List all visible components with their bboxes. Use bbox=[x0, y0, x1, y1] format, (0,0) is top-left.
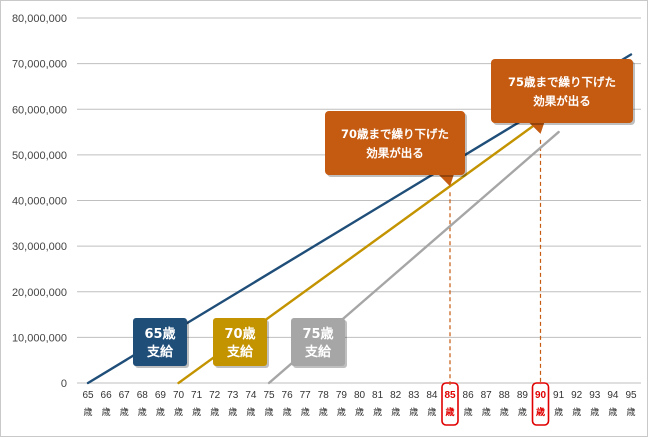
x-tick-unit: 歳 bbox=[626, 406, 635, 418]
x-tick-unit: 歳 bbox=[391, 406, 400, 418]
x-tick-label: 77 bbox=[300, 390, 312, 401]
x-tick-unit: 歳 bbox=[156, 406, 165, 418]
x-tick-label: 71 bbox=[191, 390, 203, 401]
y-tick-label: 50,000,000 bbox=[12, 150, 67, 162]
series-label-box bbox=[133, 318, 187, 366]
x-tick-label: 84 bbox=[426, 390, 438, 401]
x-tick-label: 70 bbox=[173, 390, 185, 401]
x-tick-label: 89 bbox=[517, 390, 529, 401]
y-tick-label: 30,000,000 bbox=[12, 241, 67, 253]
x-tick-label: 73 bbox=[227, 390, 239, 401]
callout-pointer bbox=[438, 174, 454, 187]
callout-line1: 70歳まで繰り下げた bbox=[341, 127, 449, 141]
x-tick-label: 65 bbox=[82, 390, 94, 401]
x-tick-label: 74 bbox=[245, 390, 257, 401]
x-tick-unit: 歳 bbox=[83, 406, 92, 418]
x-tick-label: 83 bbox=[408, 390, 420, 401]
callout-box bbox=[491, 59, 633, 123]
series-label-line1: 65歳 bbox=[144, 326, 175, 342]
x-tick-unit: 歳 bbox=[192, 406, 201, 418]
x-tick-label: 80 bbox=[354, 390, 366, 401]
x-tick-label: 85 bbox=[444, 390, 456, 401]
x-tick-unit: 歳 bbox=[264, 406, 273, 418]
x-tick-label: 95 bbox=[625, 390, 637, 401]
series-label-box bbox=[213, 318, 267, 366]
x-tick-unit: 歳 bbox=[535, 406, 545, 418]
x-tick-unit: 歳 bbox=[138, 406, 147, 418]
x-tick-label: 78 bbox=[318, 390, 330, 401]
y-tick-label: 70,000,000 bbox=[12, 59, 67, 71]
x-tick-unit: 歳 bbox=[283, 406, 292, 418]
x-tick-label: 68 bbox=[137, 390, 149, 401]
series-label-box bbox=[291, 318, 345, 366]
series-label-line2: 支給 bbox=[226, 344, 254, 360]
x-tick-unit: 歳 bbox=[427, 406, 436, 418]
series-label-line2: 支給 bbox=[304, 344, 332, 360]
x-tick-label: 72 bbox=[209, 390, 221, 401]
x-tick-unit: 歳 bbox=[572, 406, 581, 418]
y-tick-label: 10,000,000 bbox=[12, 332, 67, 344]
x-tick-label: 87 bbox=[481, 390, 493, 401]
x-tick-label: 76 bbox=[282, 390, 294, 401]
x-tick-highlight-box bbox=[531, 382, 550, 426]
y-tick-label: 60,000,000 bbox=[12, 104, 67, 116]
x-tick-unit: 歳 bbox=[301, 406, 310, 418]
x-tick-unit: 歳 bbox=[355, 406, 364, 418]
x-tick-unit: 歳 bbox=[608, 406, 617, 418]
x-tick-label: 66 bbox=[101, 390, 113, 401]
x-tick-label: 82 bbox=[390, 390, 402, 401]
x-tick-label: 90 bbox=[535, 390, 547, 401]
x-tick-unit: 歳 bbox=[228, 406, 237, 418]
y-tick-label: 0 bbox=[61, 378, 67, 390]
x-tick-unit: 歳 bbox=[500, 406, 509, 418]
callout-box bbox=[325, 111, 465, 175]
callout-line2: 効果が出る bbox=[533, 94, 591, 108]
x-tick-unit: 歳 bbox=[337, 406, 346, 418]
y-tick-label: 40,000,000 bbox=[12, 196, 67, 208]
x-tick-unit: 歳 bbox=[444, 406, 454, 418]
x-tick-unit: 歳 bbox=[210, 406, 219, 418]
callout-line1: 75歳まで繰り下げた bbox=[508, 75, 616, 89]
series-label-line2: 支給 bbox=[146, 344, 174, 360]
series-label-line1: 75歳 bbox=[302, 326, 333, 342]
x-tick-unit: 歳 bbox=[590, 406, 599, 418]
x-tick-unit: 歳 bbox=[373, 406, 382, 418]
x-tick-unit: 歳 bbox=[174, 406, 183, 418]
x-tick-unit: 歳 bbox=[409, 406, 418, 418]
x-tick-label: 67 bbox=[119, 390, 131, 401]
callout-line2: 効果が出る bbox=[366, 146, 424, 160]
x-tick-label: 88 bbox=[499, 390, 511, 401]
x-tick-label: 92 bbox=[571, 390, 583, 401]
x-tick-label: 86 bbox=[463, 390, 475, 401]
x-tick-unit: 歳 bbox=[120, 406, 129, 418]
y-tick-label: 20,000,000 bbox=[12, 287, 67, 299]
y-tick-label: 80,000,000 bbox=[12, 13, 67, 25]
x-tick-label: 81 bbox=[372, 390, 384, 401]
callout-pointer bbox=[528, 122, 545, 134]
x-tick-label: 69 bbox=[155, 390, 167, 401]
x-tick-label: 75 bbox=[263, 390, 275, 401]
x-tick-label: 93 bbox=[589, 390, 601, 401]
series-label-line1: 70歳 bbox=[224, 326, 255, 342]
x-tick-unit: 歳 bbox=[482, 406, 491, 418]
x-tick-label: 91 bbox=[553, 390, 565, 401]
x-tick-unit: 歳 bbox=[319, 406, 328, 418]
x-tick-unit: 歳 bbox=[246, 406, 255, 418]
x-tick-unit: 歳 bbox=[518, 406, 527, 418]
x-tick-unit: 歳 bbox=[554, 406, 563, 418]
x-tick-label: 79 bbox=[336, 390, 348, 401]
x-tick-unit: 歳 bbox=[464, 406, 473, 418]
x-tick-unit: 歳 bbox=[102, 406, 111, 418]
x-tick-label: 94 bbox=[607, 390, 619, 401]
